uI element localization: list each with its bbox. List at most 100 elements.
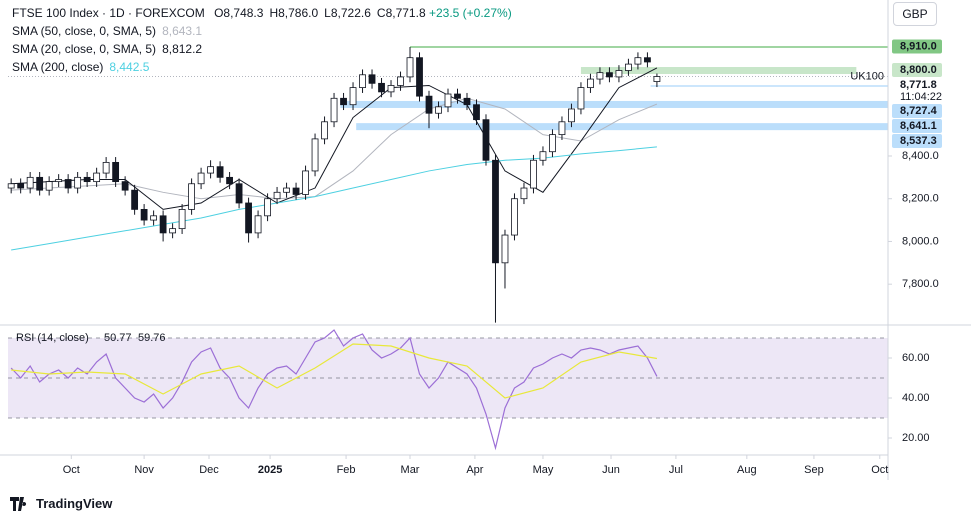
candle-body — [368, 74, 376, 84]
candle-body — [549, 134, 556, 153]
ohlc-value: 8,748.3 — [223, 6, 264, 20]
candle-body — [511, 198, 518, 236]
candle-body — [17, 183, 25, 189]
level-band — [356, 123, 889, 131]
x-tick-label: Oct — [63, 464, 80, 476]
candle-body — [74, 176, 82, 189]
candle-body — [587, 78, 594, 89]
candle-body — [93, 172, 101, 183]
change: +23.5 (+0.27%) — [428, 6, 512, 20]
ohlc-value: 8,786.0 — [278, 6, 319, 20]
ohlc-label: C — [376, 6, 386, 20]
candle-body — [644, 57, 651, 63]
x-tick-label: May — [533, 464, 554, 476]
candle-body — [311, 138, 319, 172]
price-tag — [892, 104, 942, 119]
candle-body — [292, 187, 300, 195]
price-tag-label: 8,641.1 — [900, 120, 937, 132]
ohlc-value: 8,722.6 — [330, 6, 371, 20]
candle-body — [340, 97, 347, 106]
candle-body — [216, 166, 224, 178]
x-tick-label: Jun — [602, 464, 620, 476]
candle-body — [112, 161, 120, 183]
candle-body — [492, 159, 499, 264]
candle-body — [501, 234, 509, 264]
y-tick-label: 40.00 — [902, 392, 930, 404]
candle-body — [226, 176, 233, 185]
main-layer: UK100 — [7, 47, 884, 451]
candle-body — [330, 97, 338, 123]
candle-body — [159, 215, 167, 234]
candle-body — [539, 151, 547, 161]
legend-row: SMA (20, close, 0, SMA, 5) 8,812.2 — [12, 40, 512, 58]
level-band — [580, 67, 857, 75]
back-layer — [8, 46, 889, 419]
candle-body — [302, 170, 309, 195]
candle-body — [207, 166, 214, 174]
x-tick-label: Oct — [871, 464, 888, 476]
candle-body — [83, 176, 91, 183]
candle-body — [36, 176, 44, 191]
candle-body — [387, 85, 395, 93]
candle-body — [482, 119, 490, 161]
x-tick-label: Apr — [466, 464, 483, 476]
candle-body — [530, 159, 537, 189]
sma-legend: SMA (50, close, 0, SMA, 5) 8,643.1 SMA (20… — [12, 22, 512, 76]
price-tag — [892, 63, 942, 78]
candle-body — [264, 198, 271, 217]
rsi-line — [10, 329, 658, 451]
ohlc-label: O — [214, 6, 224, 20]
level-band — [340, 100, 888, 108]
ohlc: O8,748.3 H8,786.0 L8,722.6 C8,771.8 — [208, 6, 426, 20]
price-tag-label: 8,771.8 — [900, 79, 937, 91]
price-tag — [892, 134, 942, 149]
candle-body — [283, 187, 290, 193]
legend-name: SMA (50, close, 0, SMA, 5) — [12, 24, 157, 38]
price-tag-label: 8,727.4 — [900, 105, 938, 117]
legend-name: SMA (20, close, 0, SMA, 5) — [12, 42, 157, 56]
candle-body — [131, 189, 139, 210]
legend-row: SMA (50, close, 0, SMA, 5) 8,643.1 — [12, 22, 512, 40]
candle-body — [473, 104, 480, 121]
x-tick-label: Sep — [804, 464, 824, 476]
candle-body — [406, 57, 414, 78]
candle-body — [568, 108, 575, 123]
candle-body — [454, 93, 461, 99]
candle-body — [378, 82, 385, 93]
legend: FTSE 100 Index · 1D · FOREXCOM O8,748.3 H… — [12, 4, 512, 76]
ohlc-value: 8,771.8 — [385, 6, 426, 20]
candle-body — [64, 179, 72, 189]
x-tick-label: Aug — [737, 464, 757, 476]
x-tick-label: 2025 — [258, 464, 282, 476]
candle-body — [55, 179, 63, 183]
candle-body — [140, 209, 148, 221]
candle-body — [359, 74, 366, 89]
candle-body — [520, 187, 528, 200]
candle-body — [254, 215, 262, 234]
candle-body — [169, 228, 177, 234]
legend-row: FTSE 100 Index · 1D · FOREXCOM O8,748.3 H… — [12, 4, 512, 22]
currency-button[interactable]: GBP — [893, 2, 937, 26]
y-tick-label: 8,200.0 — [902, 193, 939, 205]
x-tick-label: Dec — [199, 464, 219, 476]
candle-body — [150, 215, 158, 221]
rsi-value: 50.77 — [104, 332, 132, 344]
price-tag-label: 8,537.3 — [900, 135, 937, 147]
candle-body — [197, 172, 205, 185]
candle-body — [558, 121, 566, 136]
candle-body — [416, 57, 423, 97]
candle-body — [245, 202, 252, 234]
legend-value: 8,643.1 — [162, 24, 203, 38]
candle-body — [121, 181, 129, 191]
footer: TradingView — [10, 496, 112, 511]
legend-name: SMA (200, close) — [12, 60, 104, 74]
y-tick-label: 20.00 — [902, 432, 930, 444]
ohlc-label: H — [269, 6, 279, 20]
candle-body — [321, 121, 328, 140]
x-tick-label: Feb — [337, 464, 356, 476]
candle-body — [444, 93, 452, 108]
candle-body — [235, 183, 243, 204]
candle-body — [615, 70, 623, 78]
